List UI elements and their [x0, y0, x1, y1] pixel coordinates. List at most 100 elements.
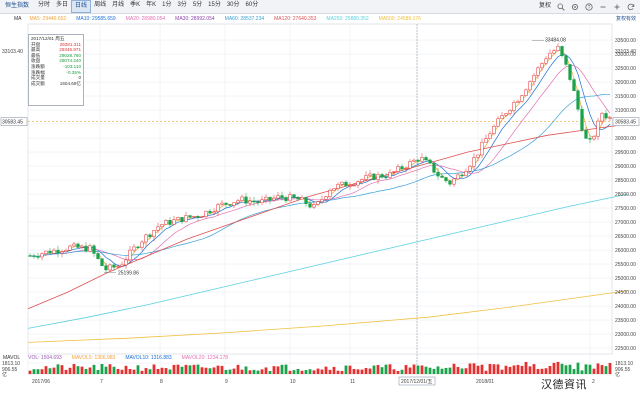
- time-highlight-box: [398, 376, 436, 386]
- left-price-label: 33103.40: [2, 49, 23, 55]
- volume-bar: [536, 368, 540, 374]
- volume-legend: MAVOL VOL: 1504.693 MAVOL5: 1306.983 MAVOL…: [0, 353, 640, 362]
- ma-legend-item: MA120: 27640.353: [274, 15, 317, 22]
- volume-bar: [512, 365, 516, 374]
- volume-bar: [400, 369, 404, 374]
- period-tab[interactable]: 3分: [177, 2, 187, 8]
- period-tab[interactable]: 15分: [208, 2, 221, 8]
- candle-body: [508, 110, 512, 114]
- volume-bar: [144, 368, 148, 374]
- help-icon[interactable]: ?: [585, 2, 593, 11]
- period-tab[interactable]: 5分: [192, 2, 203, 8]
- right-top-label: 33103.40: [615, 49, 636, 55]
- period-tabs: 分时 多日 日线 周线 月线 季K 年K 1分 3分 5分 15分 30分 60分: [35, 0, 261, 13]
- period-tab[interactable]: 月线: [112, 2, 125, 8]
- candle-body: [488, 133, 492, 139]
- volume-bar: [524, 361, 528, 374]
- brand-watermark: 汉德資讯: [541, 378, 587, 391]
- price-tick-label: 32500.00: [615, 66, 636, 72]
- volume-unit-label: 亿: [615, 371, 620, 378]
- ma-legend-right[interactable]: 复权有效: [615, 16, 636, 22]
- candle-body: [300, 197, 304, 200]
- volume-bar: [56, 364, 60, 374]
- volume-bar: [348, 365, 352, 374]
- info-value: 29074.240: [59, 58, 81, 64]
- volume-bar: [196, 364, 200, 374]
- candle-body: [560, 46, 564, 56]
- instrument-name[interactable]: 恒生指数: [5, 3, 30, 9]
- candle-body: [584, 130, 588, 139]
- candle-body: [408, 161, 412, 169]
- candle-body: [248, 200, 252, 204]
- period-tab[interactable]: 季K: [130, 2, 141, 8]
- volume-bar: [104, 366, 108, 374]
- settings-icon[interactable]: [571, 3, 579, 11]
- period-tab[interactable]: 分时: [38, 2, 51, 8]
- candle-body: [596, 120, 600, 137]
- ma-legend-item: MA60: 28537.234: [224, 15, 265, 22]
- volume-legend-item: VOL: 1504.693: [28, 354, 62, 361]
- candle-body: [256, 201, 260, 203]
- volume-bar: [224, 369, 228, 374]
- volume-bar: [296, 368, 300, 374]
- adjust-button[interactable]: 复权: [538, 3, 551, 9]
- volume-bar: [276, 366, 280, 374]
- candle-body: [232, 202, 236, 206]
- candle-body: [180, 217, 184, 223]
- candle-body: [56, 249, 60, 254]
- candle-body: [252, 200, 256, 203]
- search-icon[interactable]: [557, 2, 565, 11]
- ma-legend-title: MA: [14, 15, 22, 22]
- volume-bar: [508, 366, 512, 374]
- period-tab[interactable]: 多日: [56, 2, 69, 8]
- minus-icon[interactable]: [599, 3, 607, 11]
- period-tab[interactable]: 1分: [162, 2, 172, 8]
- candle-body: [464, 171, 468, 177]
- period-tab[interactable]: 30分: [226, 2, 240, 8]
- info-label: 最低: [31, 52, 41, 58]
- info-row: 最低 29028.760: [31, 53, 81, 59]
- candle-body: [372, 173, 376, 180]
- candle-body: [72, 243, 76, 247]
- candle-body: [84, 245, 88, 252]
- period-tab[interactable]: 年K: [146, 2, 157, 8]
- info-label: 成交额: [31, 80, 45, 86]
- candle-body: [336, 184, 340, 189]
- candle-body: [68, 245, 72, 251]
- price-tick-label: 23000.00: [615, 332, 636, 338]
- volume-bar: [492, 364, 496, 374]
- volume-bar: [204, 367, 208, 374]
- volume-bar: [468, 363, 472, 374]
- volume-bar: [428, 367, 432, 374]
- price-tick-label: 27000.00: [615, 220, 636, 226]
- candle-body: [316, 201, 320, 205]
- plus-icon[interactable]: [613, 3, 621, 11]
- volume-legend-item: MAVOL10: 1316.883: [125, 354, 172, 361]
- candle-body: [528, 81, 532, 91]
- volume-bar: [84, 368, 88, 374]
- candle-body: [588, 138, 592, 140]
- volume-legend-items: VOL: 1504.693 MAVOL5: 1306.983 MAVOL10: 13…: [28, 355, 238, 361]
- period-tab[interactable]: 日线: [71, 0, 92, 13]
- volume-bar: [384, 364, 388, 374]
- volume-bar: [596, 363, 600, 374]
- candle-body: [120, 264, 124, 267]
- candle-body: [156, 226, 160, 231]
- volume-bar: [432, 368, 436, 374]
- ma-legend-item: MA250: 25880.352: [326, 15, 369, 22]
- price-tick-label: 23500.00: [615, 318, 636, 324]
- ma-legend-item: MA30: 28992.054: [175, 15, 215, 22]
- refresh-icon[interactable]: [627, 3, 635, 11]
- candle-body: [144, 234, 148, 243]
- period-tab[interactable]: 60分: [245, 2, 259, 8]
- candle-body: [196, 216, 200, 218]
- volume-bar: [160, 367, 164, 374]
- price-tick-label: 26000.00: [615, 248, 636, 254]
- volume-bar: [244, 366, 248, 374]
- price-tick-label: 24000.00: [615, 304, 636, 310]
- period-tab[interactable]: 周线: [94, 2, 107, 8]
- candle-body: [116, 266, 120, 268]
- candle-body: [108, 264, 112, 271]
- candle-body: [200, 216, 204, 218]
